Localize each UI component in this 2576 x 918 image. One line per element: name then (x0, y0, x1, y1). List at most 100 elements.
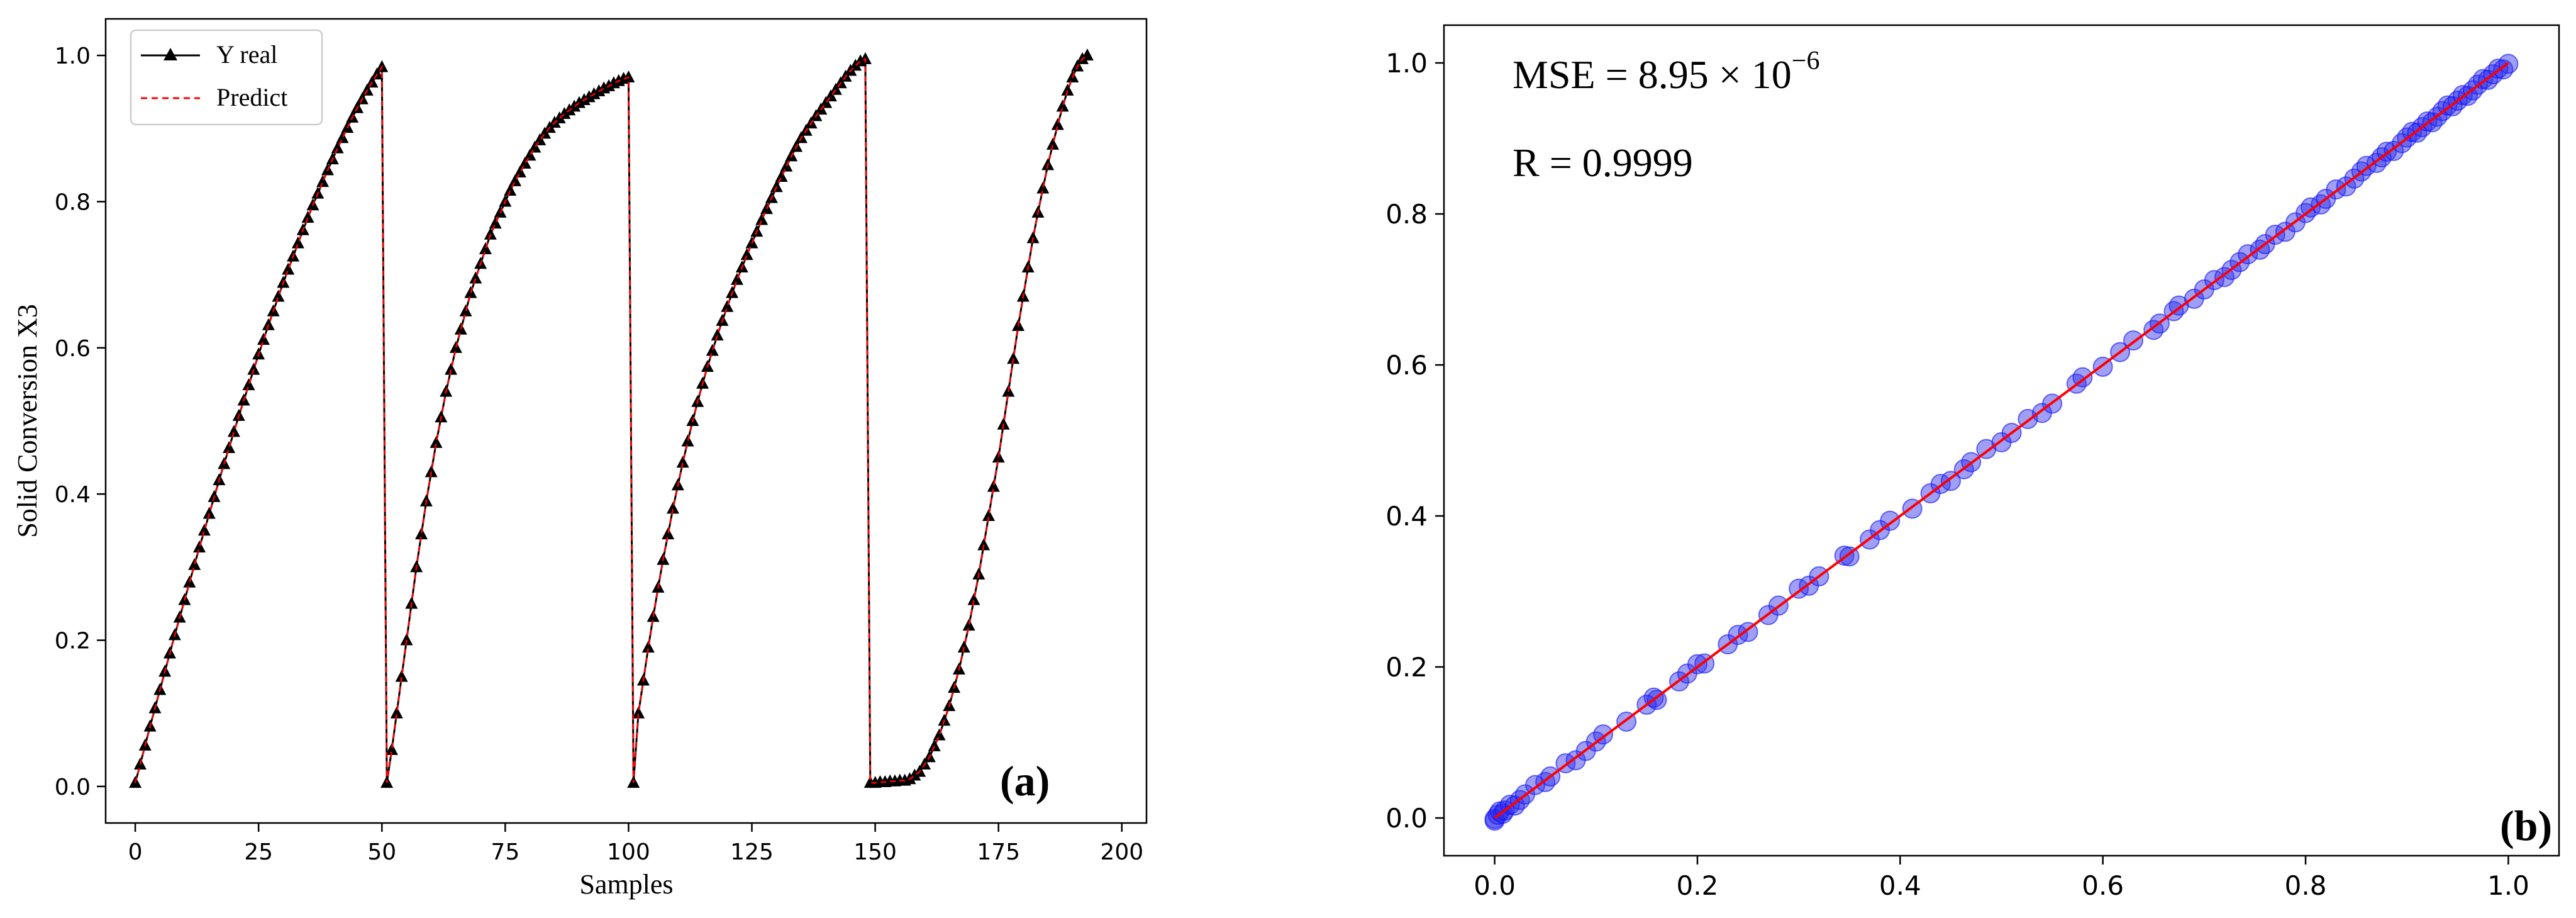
y-real-marker (390, 706, 403, 719)
legend-predict-label: Predict (216, 83, 287, 111)
y-real-marker (528, 140, 541, 153)
panel-a-x-tick-label: 100 (607, 839, 650, 865)
panel-b-y-tick-label: 1.0 (1385, 48, 1428, 79)
panel-b-ticks: 0.0 0.2 0.4 0.6 0.8 1.0 0.0 0.2 0.4 0.6 0.8 1.0 (1385, 48, 2529, 901)
y-real-marker (987, 479, 1000, 492)
y-real-marker (203, 507, 216, 519)
y-axis-label-solid-conversion: Solid Conversion X3 (12, 304, 43, 538)
legend: Y real Predict (130, 29, 323, 126)
y-real-marker (706, 344, 719, 356)
y-real-marker (484, 227, 497, 240)
panel-a-axes-frame (104, 18, 1148, 824)
x-axis-label-samples: Samples (579, 869, 673, 900)
y-real-marker (257, 333, 270, 345)
y-real-line (134, 54, 1088, 784)
y-real-marker (430, 435, 443, 448)
mse-annotation: MSE = 8.95 × 10−6 (1513, 47, 1819, 97)
panel-b-axes-frame (1443, 24, 2560, 857)
panel-a-y-tick-label: 1.0 (55, 43, 91, 69)
series-predict (134, 55, 1088, 784)
y-real-marker (242, 378, 255, 391)
fit-line (1494, 62, 2509, 819)
panel-b-x-tick-label: 0.6 (2082, 870, 2124, 901)
panel-b-x-tick-label: 0.0 (1474, 870, 1516, 901)
y-real-marker (755, 213, 769, 225)
y-real-marker (469, 271, 482, 284)
y-real-marker (533, 133, 547, 145)
y-real-marker (282, 262, 295, 275)
y-real-marker (770, 180, 783, 193)
panel-a-x-tick-label: 25 (244, 839, 273, 865)
y-real-marker (360, 83, 374, 96)
y-real-marker (513, 165, 526, 177)
panel-a-y-tick-label: 0.4 (55, 482, 91, 508)
y-real-marker (740, 248, 753, 260)
y-real-marker (197, 523, 211, 536)
predict-line (134, 55, 1088, 784)
y-real-marker (414, 527, 428, 540)
panel-b-y-tick-label: 0.4 (1385, 501, 1428, 532)
y-real-marker (336, 131, 349, 143)
y-real-marker (1061, 83, 1074, 96)
y-real-marker (730, 272, 743, 285)
panel-a-x-tick-label: 200 (1100, 839, 1143, 865)
panel-a-y-tick-label: 0.0 (55, 775, 91, 800)
y-real-marker (370, 67, 384, 80)
y-real-marker (967, 593, 980, 605)
y-real-marker (819, 96, 833, 108)
panel-a-x-tick-label: 125 (730, 839, 774, 865)
panel-a-x-tick-label: 175 (977, 839, 1020, 865)
mse-exponent: −6 (1792, 47, 1820, 76)
y-real-marker (193, 540, 206, 552)
y-real-marker (395, 669, 408, 682)
y-real-marker (933, 728, 946, 741)
panel-b-y-tick-label: 0.8 (1385, 199, 1428, 230)
y-real-marker (1051, 118, 1064, 130)
panel-b-y-tick-label: 0.6 (1385, 350, 1428, 381)
y-real-marker (1036, 181, 1050, 194)
y-real-marker (425, 465, 438, 478)
panel-b-x-tick-label: 0.2 (1677, 870, 1719, 901)
y-real-marker (775, 169, 788, 182)
y-real-marker (489, 216, 502, 229)
panel-a-ticks: 0 25 50 75 100 125 150 175 200 0.0 0.2 0.4 0.6 0.8 1.0 (55, 43, 1143, 865)
y-real-marker (272, 289, 285, 302)
y-real-marker (385, 742, 398, 755)
y-real-marker (227, 425, 240, 437)
y-real-marker (445, 362, 458, 375)
legend-y-real-label: Y real (216, 40, 277, 69)
y-real-marker (1046, 137, 1059, 150)
y-real-marker (829, 82, 842, 95)
y-real-marker (262, 318, 275, 330)
y-real-marker (316, 175, 330, 188)
y-real-marker (301, 211, 314, 223)
panel-b-x-tick-label: 0.4 (1879, 870, 1921, 901)
y-real-marker (247, 362, 260, 375)
y-real-marker (632, 706, 645, 719)
y-real-marker (977, 538, 991, 551)
y-real-marker (504, 184, 517, 196)
y-real-marker (479, 242, 492, 254)
panel-a-y-tick-label: 0.2 (55, 629, 91, 654)
y-real-marker (858, 52, 872, 64)
y-real-marker (291, 236, 304, 249)
y-real-marker (641, 641, 655, 653)
panel-a-y-tick-label: 0.8 (55, 189, 91, 215)
legend-box (130, 29, 323, 126)
legend-triangle-marker-icon (164, 48, 177, 60)
panel-b-scatter-chart: 0.0 0.2 0.4 0.6 0.8 1.0 0.0 0.2 0.4 0.6 0.8 1.0 MSE… (1385, 24, 2560, 901)
panel-a-x-tick-label: 75 (491, 839, 519, 865)
y-real-marker (982, 509, 996, 522)
y-real-marker (667, 501, 680, 514)
fit-line-group (1494, 62, 2509, 819)
y-real-marker (509, 174, 522, 186)
panel-a-y-tick-label: 0.6 (55, 336, 91, 362)
panel-b-y-tick-label: 0.2 (1385, 652, 1428, 683)
y-real-marker (962, 619, 975, 631)
y-real-marker (824, 89, 838, 102)
y-real-marker (928, 739, 941, 752)
y-real-marker (523, 148, 536, 161)
y-real-marker (518, 157, 531, 169)
y-real-marker (721, 299, 734, 312)
